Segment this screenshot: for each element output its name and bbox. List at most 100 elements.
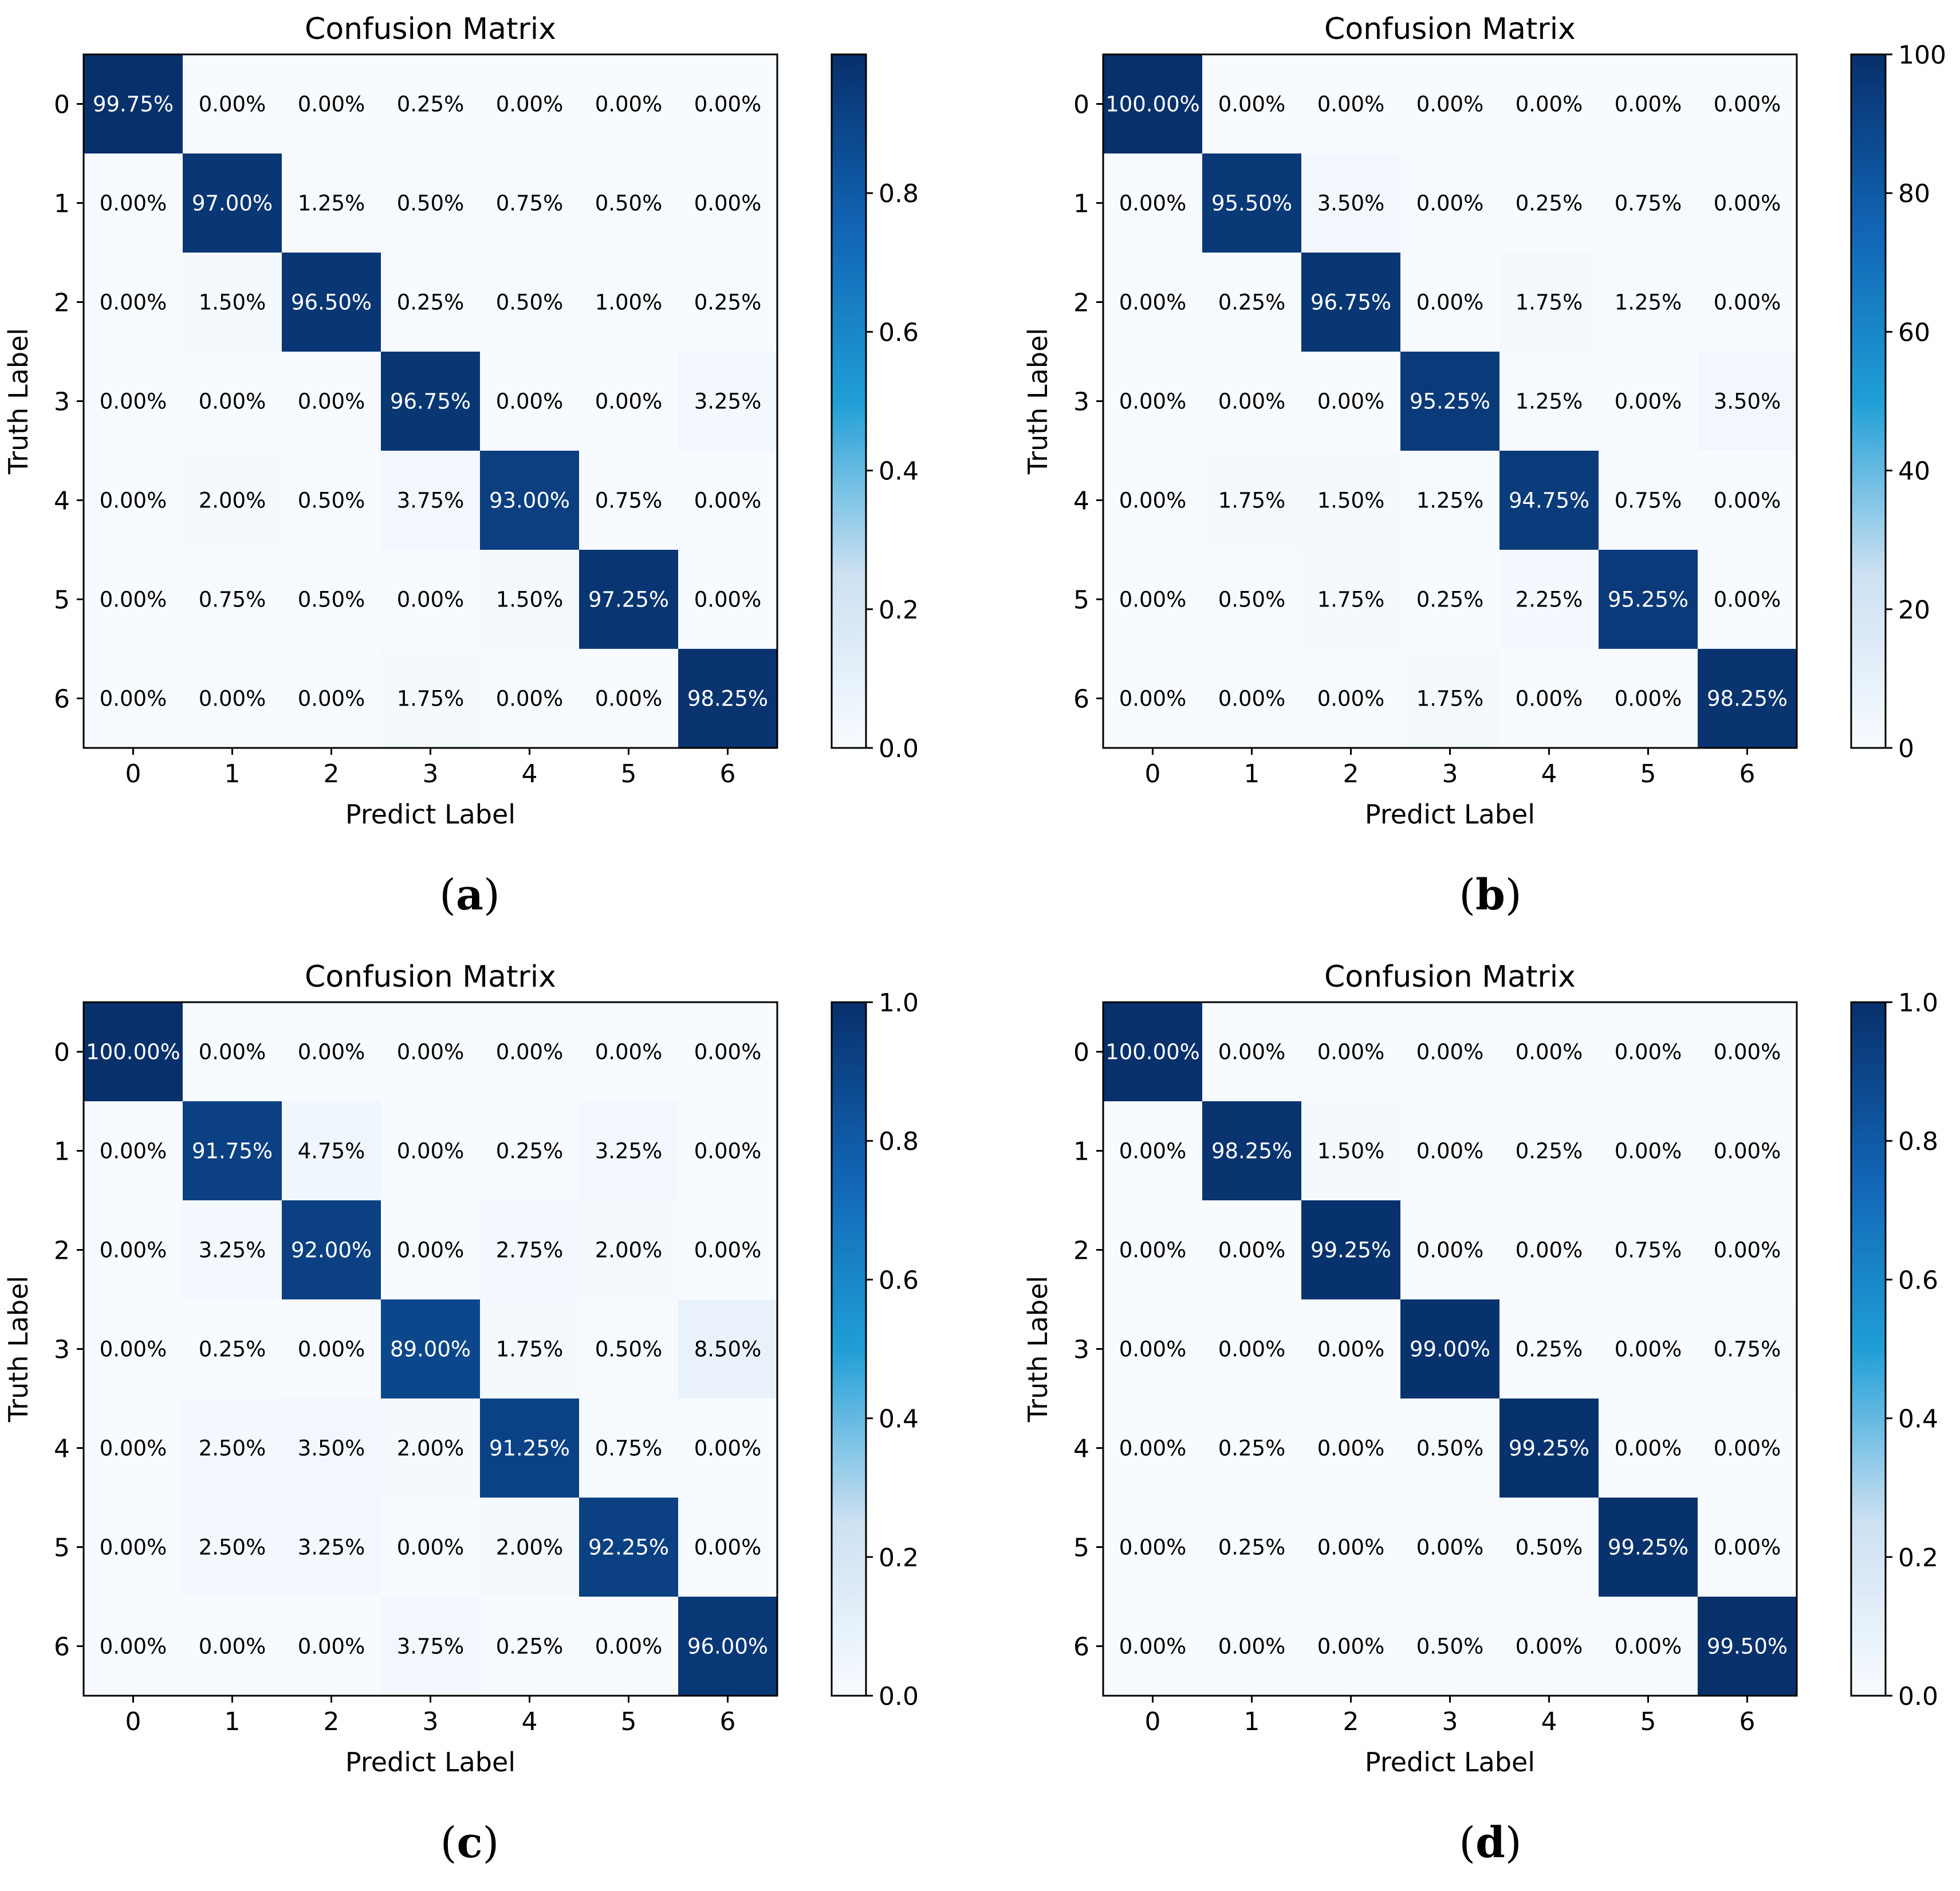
cell-label: 3.50%: [298, 1436, 365, 1461]
cell-label: 0.25%: [199, 1337, 266, 1362]
cell-label: 100.00%: [1105, 92, 1200, 117]
heatmap-cell: [1103, 550, 1203, 649]
colorbar: [831, 1001, 867, 1697]
cell-label: 0.00%: [694, 1238, 762, 1263]
colorbar-tick-label: 0.4: [879, 457, 919, 486]
heatmap-cell: [1698, 1101, 1797, 1201]
cell-label: 0.00%: [595, 389, 663, 414]
y-tick-label: 2: [1073, 289, 1089, 318]
heatmap-cell: [678, 550, 778, 649]
x-tick-label: 1: [1244, 1707, 1260, 1736]
heatmap-cell: [1698, 550, 1797, 649]
heatmap-cell: [282, 1101, 381, 1201]
heatmap-cell: [1301, 1498, 1401, 1597]
cell-label: 0.00%: [694, 1436, 762, 1461]
cell-label: 0.00%: [199, 389, 266, 414]
cell-label: 1.50%: [496, 588, 564, 612]
heatmap-cell: [84, 1299, 183, 1399]
cell-label: 0.00%: [1416, 1139, 1484, 1164]
heatmap-cell: [1202, 550, 1302, 649]
cell-label: 0.00%: [1218, 1238, 1286, 1263]
cell-label: 99.25%: [1608, 1535, 1689, 1560]
cell-label: 0.00%: [1516, 1040, 1583, 1065]
heatmap-cell: [1202, 1398, 1302, 1498]
y-tick-label: 2: [54, 289, 70, 318]
chart-title: Confusion Matrix: [305, 960, 556, 994]
heatmap-cell: [381, 451, 481, 550]
heatmap-cell: [84, 1498, 183, 1597]
heatmap-cell: [1301, 550, 1401, 649]
heatmap-cell: [183, 649, 282, 748]
heatmap-cell: [480, 1101, 580, 1201]
heatmap-cell: [1599, 352, 1698, 451]
heatmap-cell: [1698, 253, 1797, 352]
cell-label: 0.75%: [1615, 488, 1682, 513]
heatmap-cell: [183, 1002, 282, 1102]
cell-label: 0.00%: [1714, 1535, 1781, 1560]
cell-label: 0.00%: [694, 488, 762, 513]
cell-label: 0.00%: [298, 1337, 365, 1362]
heatmap-cell: [381, 1498, 481, 1597]
cell-label: 3.75%: [397, 488, 465, 513]
x-tick-label: 1: [1244, 759, 1260, 789]
cell-label: 0.50%: [595, 191, 663, 216]
cell-label: 0.00%: [1119, 1634, 1187, 1659]
cell-label: 0.00%: [1516, 687, 1583, 711]
heatmap-cell: [1599, 451, 1698, 550]
cell-label: 91.25%: [489, 1436, 570, 1461]
cell-label: 0.00%: [1317, 1535, 1385, 1560]
cell-label: 94.75%: [1509, 488, 1589, 513]
heatmap-cell: [1400, 1299, 1500, 1399]
cell-label: 99.75%: [93, 92, 174, 117]
cell-label: 99.25%: [1310, 1238, 1391, 1263]
heatmap-cell: [1400, 153, 1500, 253]
x-tick-label: 2: [1343, 759, 1359, 789]
heatmap-cell: [480, 550, 580, 649]
heatmap-cell: [1400, 54, 1500, 154]
cell-label: 100.00%: [86, 1040, 180, 1065]
heatmap-cell: [1202, 54, 1302, 154]
colorbar-tick-label: 0.6: [879, 318, 919, 347]
cell-label: 0.00%: [694, 1040, 762, 1065]
cell-label: 0.00%: [1119, 1238, 1187, 1263]
heatmap-cell: [1698, 1299, 1797, 1399]
heatmap-cell: [1499, 1101, 1599, 1201]
cell-label: 0.75%: [496, 191, 564, 216]
y-tick-label: 6: [54, 1633, 70, 1662]
colorbar: [831, 53, 867, 749]
heatmap-cell: [678, 1200, 778, 1300]
x-tick-label: 0: [1145, 1707, 1161, 1736]
heatmap-cell: [579, 352, 679, 451]
heatmap-cell: [1599, 1398, 1698, 1498]
cell-label: 1.75%: [496, 1337, 564, 1362]
heatmap-cell: [678, 1398, 778, 1498]
heatmap-cell: [1698, 451, 1797, 550]
heatmap-cell: [480, 1498, 580, 1597]
cell-label: 0.00%: [1714, 92, 1781, 117]
colorbar-tick-label: 0.0: [879, 1682, 919, 1711]
heatmap-cell: [1599, 649, 1698, 748]
heatmap-cell: [282, 550, 381, 649]
heatmap-cell: [1202, 649, 1302, 748]
cell-label: 3.75%: [397, 1634, 465, 1659]
cell-label: 0.00%: [100, 1535, 167, 1560]
cell-label: 0.25%: [496, 1634, 564, 1659]
heatmap-cell: [1499, 1299, 1599, 1399]
heatmap-cell: [579, 550, 679, 649]
cell-label: 0.50%: [1416, 1436, 1484, 1461]
x-tick-label: 2: [1343, 1707, 1359, 1736]
cell-label: 1.75%: [397, 687, 465, 711]
y-tick-label: 5: [54, 586, 70, 615]
heatmap-cell: [183, 1200, 282, 1300]
colorbar: [1850, 1001, 1887, 1697]
cell-label: 2.75%: [496, 1238, 564, 1263]
cell-label: 0.00%: [298, 687, 365, 711]
cell-label: 0.00%: [100, 1238, 167, 1263]
heatmap-cell: [1499, 451, 1599, 550]
heatmap-cell: [678, 1002, 778, 1102]
panel-label-a: (a): [439, 870, 500, 920]
colorbar-tick-label: 0.2: [879, 1543, 919, 1573]
heatmap-cell: [480, 1299, 580, 1399]
chart-title: Confusion Matrix: [1324, 12, 1576, 46]
y-tick-label: 6: [1073, 685, 1089, 714]
